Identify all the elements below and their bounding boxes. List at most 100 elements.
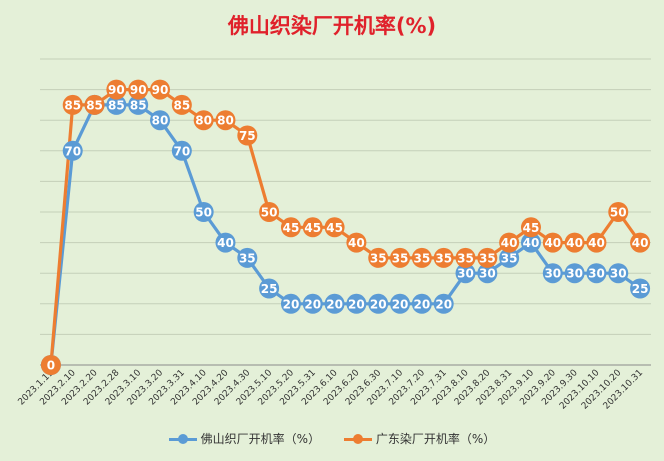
data-point-series-0: [586, 263, 607, 284]
data-label-series-0: 85: [130, 98, 147, 112]
data-label-series-1: 85: [64, 98, 81, 112]
data-point-series-1: [455, 247, 476, 268]
data-label-series-1: 85: [86, 98, 103, 112]
data-point-series-1: [630, 232, 651, 253]
data-point-series-1: [84, 94, 105, 115]
data-label-series-0: 30: [457, 267, 474, 281]
data-label-series-1: 0: [47, 359, 55, 373]
data-label-series-1: 40: [348, 236, 365, 250]
series-line-1: [49, 87, 642, 366]
data-point-series-0: [106, 94, 127, 115]
data-label-series-1: 45: [523, 221, 540, 235]
data-point-series-1: [564, 232, 585, 253]
data-label-series-1: 45: [304, 221, 321, 235]
data-point-series-0: [215, 232, 236, 253]
data-point-series-0: [62, 140, 83, 161]
data-label-series-1: 85: [173, 98, 190, 112]
data-label-series-1: 90: [152, 83, 169, 97]
data-label-series-0: 80: [152, 114, 169, 128]
data-point-series-0: [455, 263, 476, 284]
data-point-series-1: [150, 79, 171, 100]
data-point-series-1: [193, 110, 214, 131]
data-label-series-0: 30: [588, 267, 605, 281]
data-point-series-0: [259, 278, 280, 299]
data-point-series-1: [215, 110, 236, 131]
data-point-series-0: [564, 263, 585, 284]
data-point-series-0: [128, 94, 149, 115]
data-point-series-0: [368, 293, 389, 314]
data-point-series-1: [499, 232, 520, 253]
chart-title: 佛山织染厂开机率(%): [227, 14, 437, 38]
data-point-series-0: [477, 263, 498, 284]
data-point-series-1: [608, 202, 629, 222]
data-label-series-0: 50: [195, 206, 212, 220]
legend-swatch-series-0: [168, 433, 197, 444]
data-label-series-1: 35: [370, 251, 387, 265]
data-label-series-0: 20: [304, 297, 321, 311]
data-label-series-0: 20: [348, 297, 365, 311]
data-point-series-0: [411, 293, 432, 314]
data-label-series-1: 40: [588, 236, 605, 250]
data-label-series-0: 30: [479, 267, 496, 281]
data-label-series-0: 30: [566, 267, 583, 281]
legend-item-series-1: 广东染厂开机率（%）: [343, 430, 495, 447]
data-point-series-0: [630, 278, 651, 299]
data-label-series-1: 40: [566, 236, 583, 250]
data-point-series-1: [128, 79, 149, 100]
data-label-series-1: 80: [195, 114, 212, 128]
data-label-series-1: 90: [130, 83, 147, 97]
data-label-series-0: 20: [414, 297, 431, 311]
data-label-series-0: 35: [501, 251, 518, 265]
data-label-series-0: 25: [261, 282, 278, 296]
data-point-series-0: [302, 293, 323, 314]
data-point-series-0: [390, 293, 411, 314]
series-lines: [49, 87, 642, 366]
data-label-series-1: 80: [217, 114, 234, 128]
data-point-series-1: [237, 125, 258, 146]
data-label-series-0: 25: [632, 282, 649, 296]
data-point-series-1: [390, 247, 411, 268]
data-point-series-0: [193, 202, 214, 222]
data-point-series-1: [324, 217, 345, 238]
data-label-series-0: 70: [64, 144, 81, 158]
data-point-series-0: [324, 293, 345, 314]
data-point-series-1: [411, 247, 432, 268]
data-point-series-1: [542, 232, 563, 253]
data-label-series-1: 35: [479, 251, 496, 265]
data-point-series-1: [106, 79, 127, 100]
data-label-series-0: 40: [523, 236, 540, 250]
series-line-0: [49, 103, 642, 366]
data-label-series-0: 20: [370, 297, 387, 311]
data-point-series-1: [520, 217, 541, 238]
data-label-series-1: 40: [544, 236, 561, 250]
data-point-series-1: [259, 202, 280, 222]
data-point-series-0: [346, 293, 367, 314]
data-point-series-1: [40, 355, 61, 375]
data-point-series-0: [237, 247, 258, 268]
data-label-series-1: 90: [108, 83, 125, 97]
data-label-series-0: 20: [326, 297, 343, 311]
data-label-series-1: 45: [326, 221, 343, 235]
data-label-series-1: 35: [435, 251, 452, 265]
data-point-series-1: [368, 247, 389, 268]
data-label-series-0: 30: [544, 267, 561, 281]
data-label-series-0: 35: [239, 251, 256, 265]
data-label-series-1: 40: [632, 236, 649, 250]
series-points: 0708585858070504035252020202020202020303…: [40, 79, 651, 375]
data-point-series-0: [171, 140, 192, 161]
data-label-series-0: 20: [283, 297, 300, 311]
data-label-series-1: 50: [261, 206, 278, 220]
data-label-series-1: 35: [392, 251, 409, 265]
data-label-series-1: 40: [501, 236, 518, 250]
data-label-series-0: 30: [610, 267, 627, 281]
data-label-series-1: 35: [414, 251, 431, 265]
data-point-series-0: [150, 110, 171, 131]
data-label-series-0: 20: [392, 297, 409, 311]
data-point-series-1: [62, 94, 83, 115]
x-tick-labels: 2023.1.152023.2.102023.2.202023.2.282023…: [17, 368, 646, 412]
data-point-series-1: [346, 232, 367, 253]
data-label-series-0: 85: [108, 98, 125, 112]
legend-swatch-series-1: [343, 433, 372, 444]
data-point-series-0: [280, 293, 301, 314]
